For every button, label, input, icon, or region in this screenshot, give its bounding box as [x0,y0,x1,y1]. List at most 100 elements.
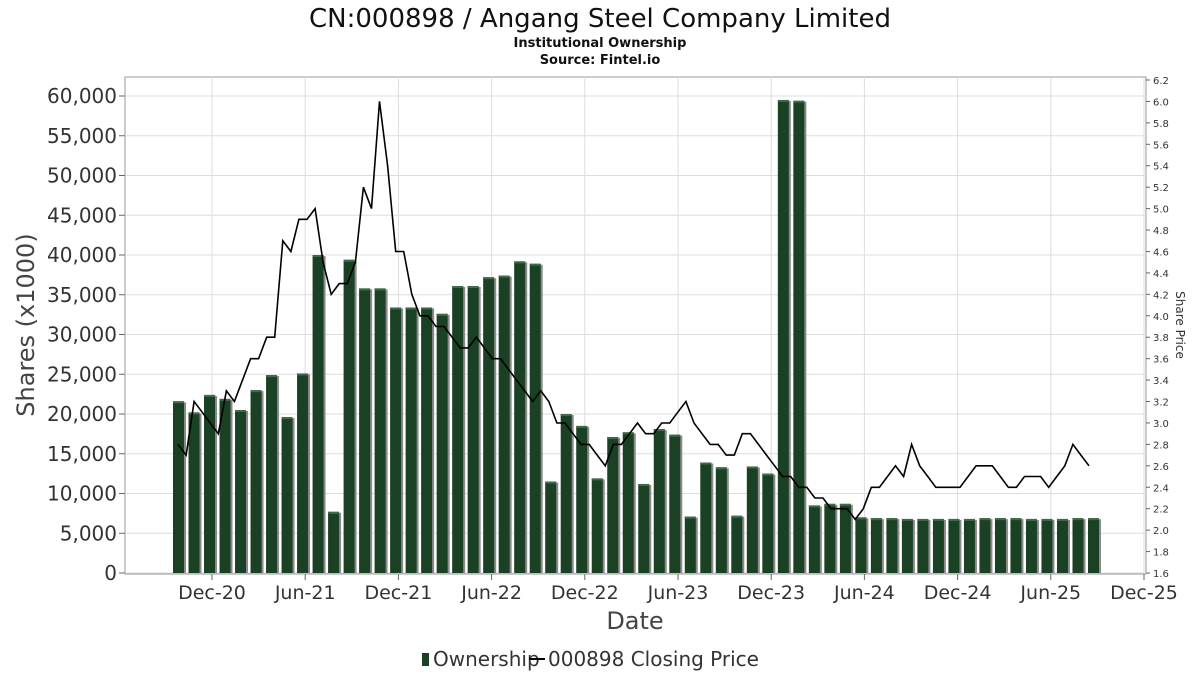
y2-tick-label: 4.0 [1153,312,1169,323]
y-tick-label: 40,000 [47,243,117,267]
x-axis-ticks: Dec-20 Jun-21 Dec-21 Jun-22 Dec-22 Jun-23 Dec-… [178,574,1178,604]
y2-tick-label: 4.6 [1153,247,1169,258]
ownership-bar [421,307,435,573]
bar-body [777,99,789,573]
ownership-bar [405,307,419,573]
bar-body [359,288,371,573]
ownership-bar [328,511,342,573]
ownership-bar [188,412,202,573]
bar-body [948,518,960,573]
bar-body [1041,518,1053,573]
bar-body [839,503,851,573]
ownership-bar [1041,518,1055,573]
bar-body [1072,518,1084,573]
x-tick-label: Dec-21 [364,582,432,604]
ownership-bar [390,307,404,573]
bar-highlight [1088,518,1099,521]
ownership-bar [932,518,946,573]
bar-body [932,518,944,573]
ownership-bar [1072,518,1086,573]
y2-tick-label: 3.6 [1153,355,1169,366]
y-tick-label: 30,000 [47,323,117,347]
bar-body [1010,518,1022,573]
chart-source: Source: Fintel.io [540,53,661,68]
bar-highlight [359,288,371,291]
ownership-bar [607,437,621,573]
legend: Ownership 000898 Closing Price [422,647,759,671]
bar-highlight [281,417,293,420]
ownership-bar [219,398,233,573]
y2-tick-label: 3.2 [1153,398,1169,409]
bar-body [870,518,882,573]
ownership-bar [870,518,884,573]
bar-body [452,286,464,573]
bar-highlight [622,432,634,435]
bar-body [266,375,278,573]
bar-highlight [576,425,588,428]
ownership-bar [746,466,760,573]
y2-tick-label: 4.2 [1153,290,1169,301]
y2-tick-label: 3.0 [1153,419,1169,430]
ownership-bar [762,473,776,573]
y-tick-label: 55,000 [47,124,117,148]
bar-highlight [452,286,464,289]
bar-body [188,412,200,573]
bar-highlight [436,313,448,316]
ownership-bar [948,518,962,573]
bar-highlight [700,462,712,465]
bar-highlight [483,277,495,280]
ownership-bar [731,515,745,573]
y-axis-label: Shares (x1000) [12,233,40,416]
bar-highlight [653,429,665,432]
bar-body [328,511,340,573]
legend-ownership-label: Ownership [433,647,540,671]
y-tick-label: 60,000 [47,84,117,108]
ownership-bar [808,505,822,573]
y2-tick-label: 5.6 [1153,140,1169,151]
x-tick-label: Jun-24 [833,582,895,604]
bar-body [467,286,479,573]
x-tick-label: Jun-25 [1019,582,1081,604]
bar-highlight [638,483,650,486]
bar-highlight [591,478,603,481]
ownership-bar [824,503,838,573]
y-tick-label: 45,000 [47,203,117,227]
ownership-bar [467,286,481,573]
bar-highlight [529,263,541,266]
bar-highlight [886,518,898,521]
ownership-bar [452,286,466,573]
ownership-bar [963,518,977,573]
y2-tick-label: 3.8 [1153,333,1169,344]
y-axis-ticks: 0 5,000 10,000 15,000 20,000 25,000 30,000 35,0… [47,84,125,585]
bar-body [297,373,309,573]
bar-highlight [405,307,417,310]
ownership-bar [514,261,528,573]
bar-body [483,277,495,573]
bar-body [545,481,557,573]
legend-price-label: 000898 Closing Price [548,647,759,671]
bar-body [1056,518,1068,573]
bar-body [669,434,681,573]
ownership-bar [343,259,357,573]
ownership-bar [793,100,807,574]
ownership-bar [235,410,249,573]
bar-highlight [839,503,851,506]
bar-highlight [467,286,479,289]
ownership-bar [700,462,714,573]
ownership-bar [173,401,186,573]
ownership-bar [591,478,605,573]
y2-tick-label: 6.0 [1153,97,1169,108]
y2-tick-label: 4.8 [1153,226,1169,237]
bar-highlight [917,518,929,521]
ownership-bar [901,518,915,573]
bar-highlight [235,410,247,413]
ownership-bar [1088,518,1101,573]
bar-highlight [746,466,758,469]
ownership-bar [855,517,869,573]
bar-highlight [204,394,216,397]
ownership-bar [653,429,667,573]
y2-tick-label: 2.8 [1153,440,1169,451]
y2-tick-label: 2.0 [1153,526,1169,537]
bar-body [607,437,619,573]
bar-highlight [514,261,526,264]
